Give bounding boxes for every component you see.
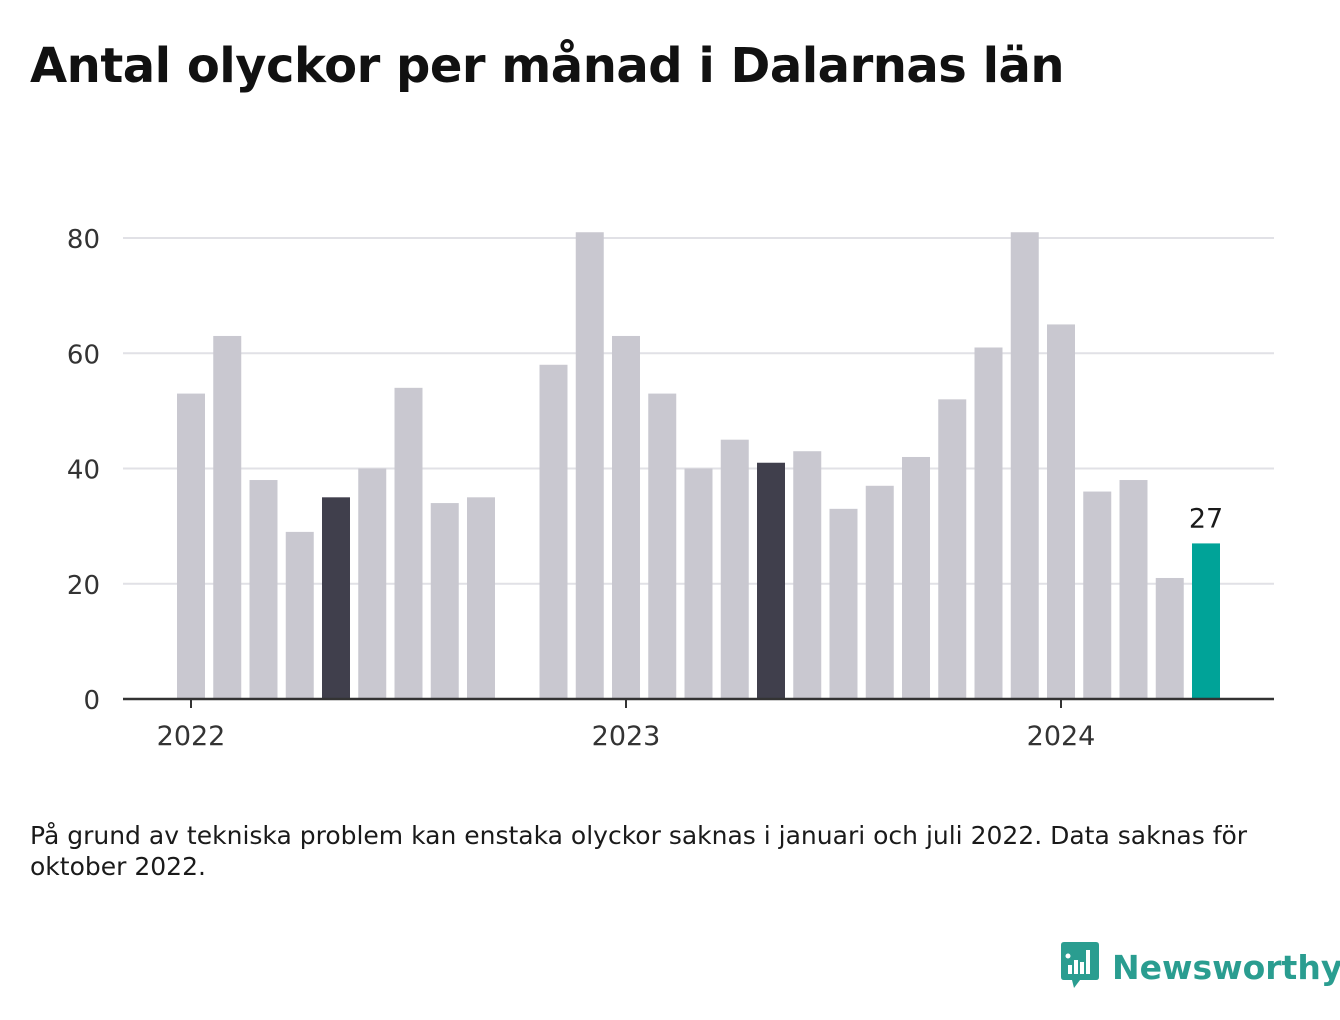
bar — [1010, 232, 1039, 700]
bar — [938, 399, 967, 699]
bar — [394, 387, 423, 699]
bar — [322, 497, 350, 699]
bar — [430, 503, 459, 699]
bar — [539, 364, 568, 699]
bars — [177, 232, 1220, 700]
y-tick-label: 40 — [67, 456, 100, 486]
bar — [1047, 324, 1075, 699]
bar — [467, 497, 495, 699]
brand-name: Newsworthy — [1112, 947, 1340, 987]
bar — [612, 335, 640, 699]
bar — [829, 508, 858, 699]
data-labels: 27 — [1189, 503, 1223, 534]
bar — [865, 485, 894, 699]
bar — [285, 531, 314, 699]
y-axis-tick-labels: 0 20 40 60 80 — [67, 225, 100, 716]
bar — [358, 468, 387, 699]
y-tick-label: 60 — [67, 340, 100, 370]
bar-chart: 0 20 40 60 80 2022 2023 2024 27 — [67, 225, 1274, 752]
data-label: 27 — [1189, 503, 1223, 534]
bar — [575, 232, 604, 700]
bar — [213, 335, 242, 699]
bar — [1119, 480, 1148, 699]
bar — [757, 462, 785, 699]
x-axis: 2022 2023 2024 — [123, 697, 1274, 752]
bar — [902, 456, 930, 699]
bar — [1083, 491, 1112, 699]
x-tick-label: 2022 — [157, 721, 226, 752]
bar — [177, 393, 205, 699]
bar — [1192, 543, 1220, 699]
bar — [720, 439, 749, 699]
bar — [1155, 577, 1184, 699]
newsworthy-logo-icon — [1060, 940, 1100, 994]
y-tick-label: 20 — [67, 571, 100, 601]
bar — [974, 347, 1003, 699]
newsworthy-logo[interactable]: Newsworthy — [1060, 940, 1340, 994]
bar — [793, 451, 822, 699]
y-tick-label: 80 — [67, 225, 100, 255]
footnote: På grund av tekniska problem kan enstaka… — [30, 821, 1248, 881]
bar — [648, 393, 677, 699]
x-tick-label: 2024 — [1027, 721, 1096, 752]
bar — [249, 480, 278, 699]
chart-title: Antal olyckor per månad i Dalarnas län — [30, 38, 1065, 94]
y-tick-label: 0 — [83, 686, 100, 716]
bar — [684, 468, 713, 699]
x-tick-label: 2023 — [592, 721, 661, 752]
